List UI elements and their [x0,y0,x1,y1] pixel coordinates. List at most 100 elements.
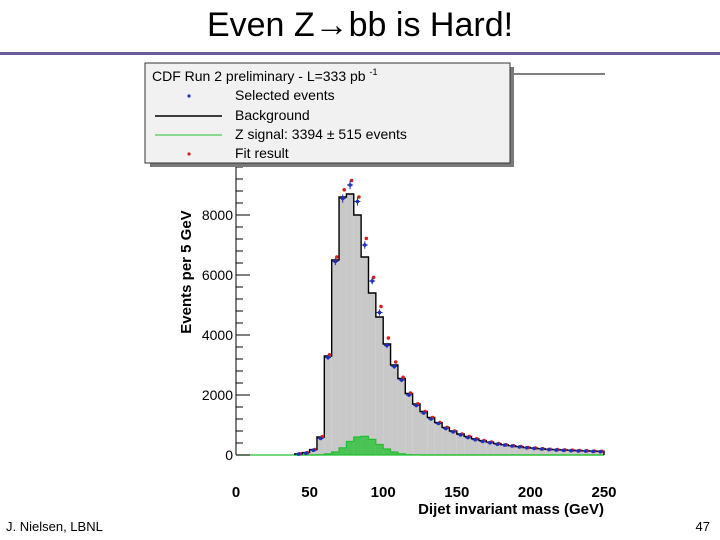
signal-bin [383,449,391,455]
background-bin [420,411,428,455]
background-bin [434,422,443,455]
background-bin [567,450,575,455]
slide-title: Even Z→bb is Hard! [206,6,514,44]
selected-event-point [502,443,507,447]
background-bin [559,449,568,455]
selected-event-point [495,442,500,447]
background-bin [456,434,465,455]
background-bin [390,365,398,455]
background-bin [353,215,362,455]
y-tick-label: 0 [225,447,233,463]
fit-result-point [327,353,332,357]
background-bin [412,404,420,455]
selected-event-point [385,343,389,348]
fit-result-point [349,178,354,183]
histogram-fills [294,194,604,455]
selected-event-point [348,183,352,187]
fit-result-point [364,236,369,241]
x-tick-label: 250 [591,484,616,501]
background-bin [552,449,560,455]
background-bin [324,356,332,455]
signal-bin [353,437,362,455]
background-bin [375,317,384,455]
selected-event-point [407,393,411,397]
fit-result-point [386,336,391,340]
selected-event-point [561,448,566,453]
fit-result-point [371,275,376,280]
selected-event-point [392,364,397,369]
selected-event-point [583,449,588,453]
selected-event-point [340,196,345,201]
signal-bin [361,436,369,455]
background-bin [508,445,516,455]
footer-author: J. Nielsen, LBNL [6,519,103,534]
selected-event-point [473,437,478,442]
x-axis-title: Dijet invariant mass (GeV) [418,501,604,518]
legend-label-selected: Selected events [235,87,335,103]
background-bin [537,448,546,455]
page-number: 47 [695,519,710,534]
selected-event-point [333,259,338,264]
legend-label-fit: Fit result [235,145,289,161]
selected-event-point [296,452,301,456]
signal-bin [375,444,384,455]
title-divider [0,52,720,55]
background-bin [442,427,450,455]
y-tick-label: 8000 [202,207,233,223]
background-bin [427,417,435,455]
selected-event-point [480,439,485,444]
background-bin [361,257,369,455]
background-bin [339,197,347,455]
y-tick-label: 6000 [202,267,233,283]
y-axis-title: Events per 5 GeV [178,210,195,333]
legend-header: CDF Run 2 preliminary - L=333 pb -1 [152,67,378,84]
selected-event-point [524,446,529,450]
background-outline [294,193,605,455]
background-bin [383,344,391,455]
selected-event-point [451,430,455,434]
selected-event-point [311,448,316,453]
background-bin [471,438,479,455]
background-bin [316,437,325,455]
selected-event-point [355,199,360,204]
selected-event-point [458,433,463,437]
background-bin [449,431,457,455]
background-bin [530,448,538,455]
selected-event-point [466,435,470,440]
selected-event-point [547,447,551,452]
background-bin [486,442,494,455]
selected-event-point [399,378,404,382]
fit-result-point [379,304,383,309]
y-tick-label: 2000 [202,387,233,403]
background-bin [368,293,376,455]
selected-event-point [363,243,367,247]
x-tick-label: 0 [232,484,240,501]
legend-label-background: Background [235,107,310,123]
selected-event-point [488,440,492,445]
background-bin [493,443,501,455]
selected-event-point [539,447,544,451]
background-bin [545,449,553,455]
background-bin [515,446,524,455]
data-points [295,178,604,456]
legend: CDF Run 2 preliminary - L=333 pb -1 Sele… [144,62,514,167]
selected-event-point [443,426,448,431]
x-tick-label: 200 [518,484,543,501]
plot-frame [235,73,605,455]
selected-event-point [304,451,308,456]
selected-event-point [318,436,323,441]
selected-event-point [326,355,330,360]
signal-bin [368,439,376,455]
signal-bin [346,441,354,455]
background-bin [500,444,509,455]
selected-event-point [510,444,514,448]
background-bin [405,393,413,455]
selected-event-point [414,403,419,408]
background-bin [523,447,531,455]
selected-event-point [436,421,441,426]
legend-marker-selected [187,94,191,98]
selected-event-point [421,411,426,415]
x-tick-label: 50 [301,484,318,501]
background-bin [309,449,317,455]
